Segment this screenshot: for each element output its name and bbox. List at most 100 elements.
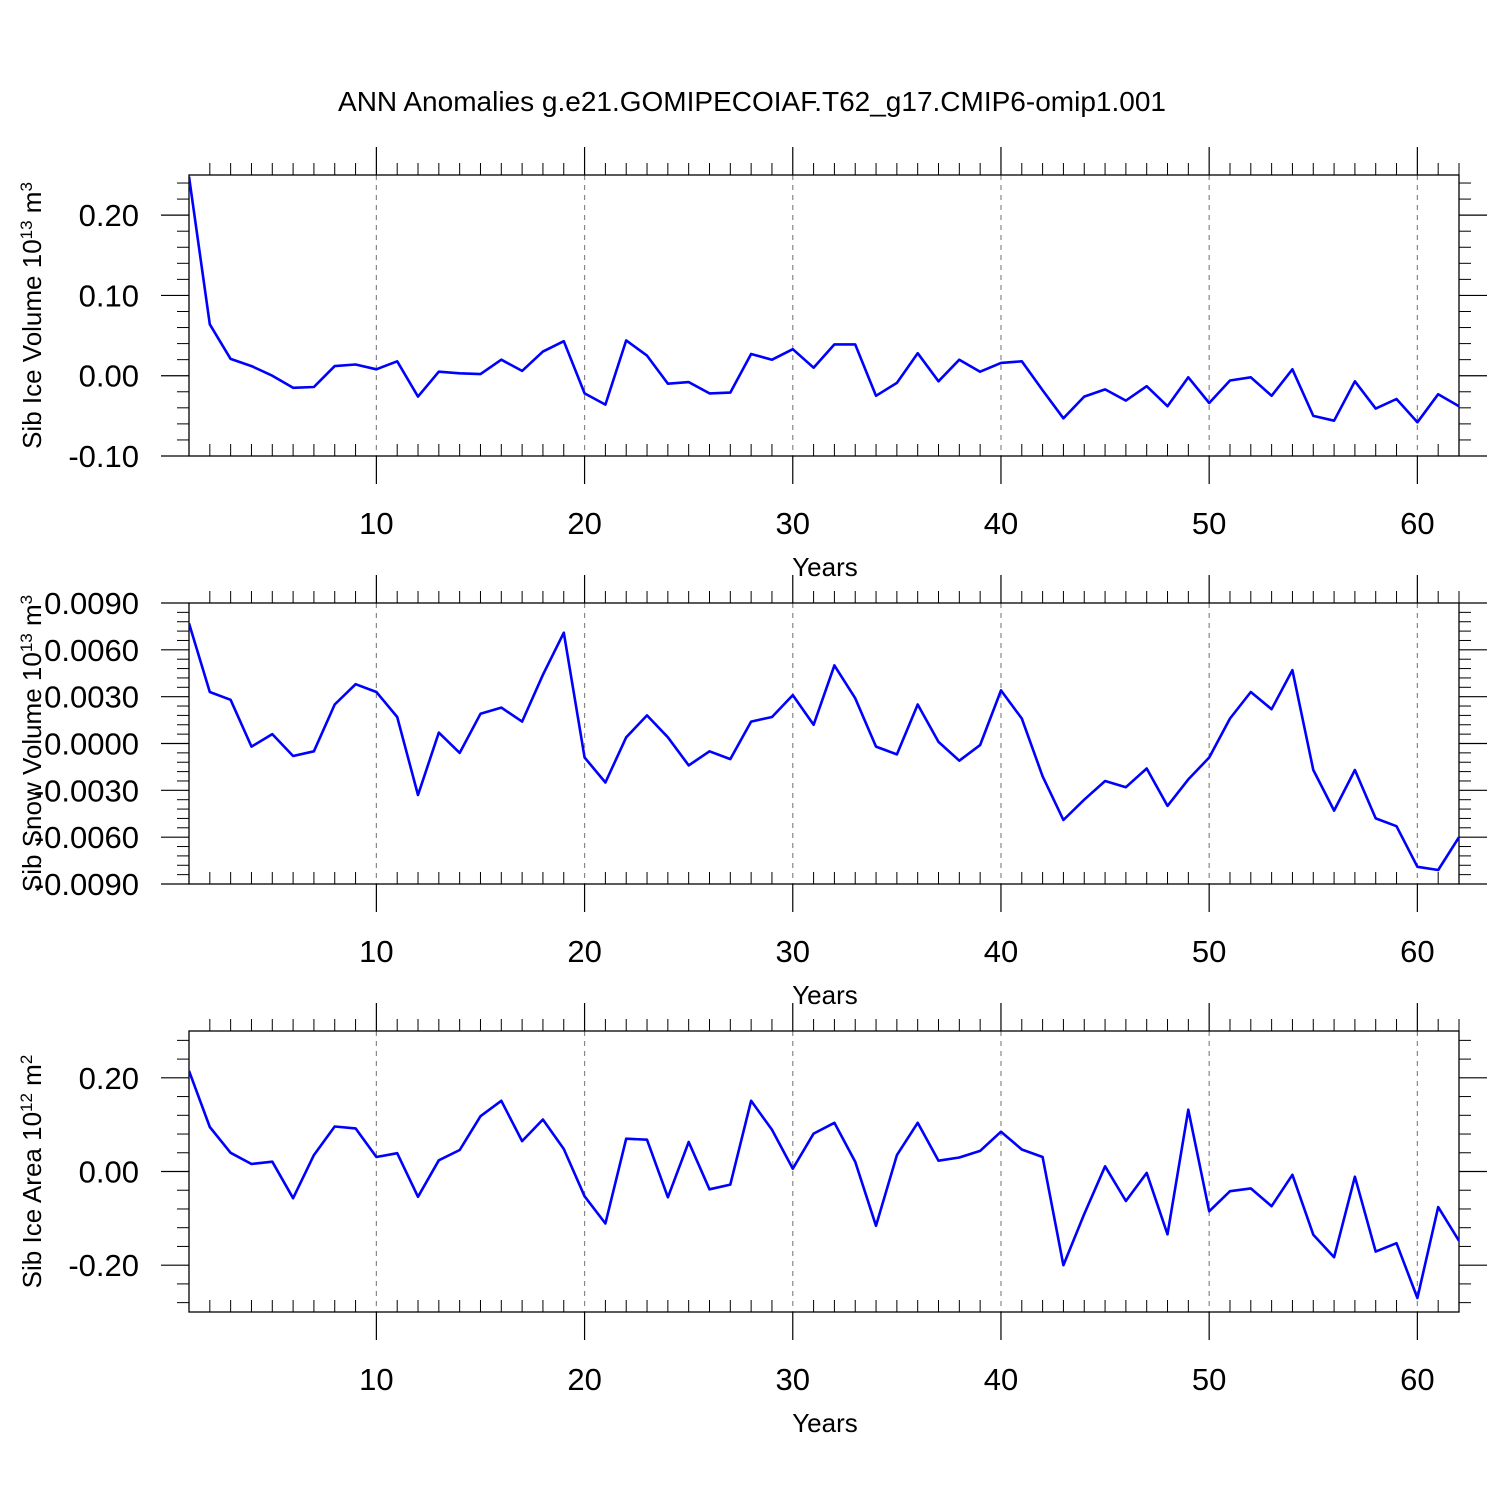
data-point: [874, 745, 878, 749]
data-point: [1395, 1241, 1399, 1245]
data-point: [916, 351, 920, 355]
y-tick-label--0.20: -0.20: [68, 1248, 139, 1283]
data-point: [1374, 1250, 1378, 1254]
data-point: [895, 752, 899, 756]
data-point: [645, 1138, 649, 1142]
data-point: [374, 1155, 378, 1159]
data-point: [354, 362, 358, 366]
data-point: [1186, 375, 1190, 379]
data-point: [208, 690, 212, 694]
data-point: [520, 369, 524, 373]
data-point: [1103, 779, 1107, 783]
data-point: [1374, 407, 1378, 411]
data-point: [978, 370, 982, 374]
data-point: [1415, 1296, 1419, 1300]
data-point: [1353, 1175, 1357, 1179]
data-point: [895, 381, 899, 385]
data-point: [957, 759, 961, 763]
x-tick-label-50: 50: [1192, 934, 1226, 969]
data-point: [999, 1130, 1003, 1134]
data-point: [374, 367, 378, 371]
data-point: [374, 690, 378, 694]
data-point: [728, 1183, 732, 1187]
data-point: [312, 1153, 316, 1157]
plot-frame: [188, 602, 1460, 885]
data-point: [229, 698, 233, 702]
x-axis-title: Years: [792, 552, 858, 582]
y-tick-label--0.0090: -0.0090: [34, 867, 139, 902]
data-point: [187, 1069, 191, 1073]
data-point: [1457, 835, 1461, 839]
data-point: [1436, 1205, 1440, 1209]
data-point: [291, 754, 295, 758]
data-point: [229, 1151, 233, 1155]
data-point: [354, 1126, 358, 1130]
data-point: [520, 720, 524, 724]
data-point: [728, 757, 732, 761]
data-point: [687, 1140, 691, 1144]
data-point: [916, 1121, 920, 1125]
data-point: [562, 631, 566, 635]
data-point: [458, 751, 462, 755]
data-point: [1020, 717, 1024, 721]
data-point: [1436, 392, 1440, 396]
data-point: [1374, 816, 1378, 820]
data-point: [1061, 818, 1065, 822]
data-point: [458, 371, 462, 375]
data-point: [1207, 1209, 1211, 1213]
data-point: [707, 749, 711, 753]
data-point: [1332, 419, 1336, 423]
data-point: [1186, 1108, 1190, 1112]
x-tick-label-20: 20: [567, 506, 601, 541]
data-point: [583, 1194, 587, 1198]
data-point: [874, 394, 878, 398]
data-point: [270, 732, 274, 736]
data-point: [1166, 804, 1170, 808]
y-tick-label-0.0090: 0.0090: [44, 586, 139, 621]
data-point: [1415, 420, 1419, 424]
data-point: [999, 688, 1003, 692]
data-point: [812, 1132, 816, 1136]
data-point: [770, 715, 774, 719]
data-point: [478, 372, 482, 376]
data-point: [1082, 395, 1086, 399]
y-tick-label-0.0060: 0.0060: [44, 633, 139, 668]
data-point: [603, 781, 607, 785]
data-point: [416, 793, 420, 797]
data-point: [895, 1153, 899, 1157]
data-point: [1290, 668, 1294, 672]
plot-frame: [188, 1030, 1460, 1313]
data-point: [770, 1128, 774, 1132]
y-axis-title-sup: 2: [17, 1055, 36, 1064]
data-point: [229, 357, 233, 361]
y-axis-title: Sib Ice Volume 1013 m3: [17, 182, 47, 449]
data-point: [1228, 717, 1232, 721]
y-axis-title-sup: 12: [17, 1093, 36, 1112]
data-point: [1145, 1171, 1149, 1175]
data-point: [1186, 777, 1190, 781]
x-tick-label-40: 40: [984, 1362, 1018, 1397]
data-point: [1103, 387, 1107, 391]
data-point: [1061, 1263, 1065, 1267]
data-point: [687, 763, 691, 767]
data-point: [937, 1159, 941, 1163]
y-axis-title-sup: 3: [17, 182, 36, 191]
x-tick-label-40: 40: [984, 934, 1018, 969]
data-point: [624, 735, 628, 739]
data-point: [1249, 1186, 1253, 1190]
data-point: [1332, 1255, 1336, 1259]
x-axis-title: Years: [792, 980, 858, 1010]
data-point: [791, 1167, 795, 1171]
data-point: [1332, 809, 1336, 813]
data-point: [749, 352, 753, 356]
panel-3: 10 20 30 40 50 60 -0.20 0.00 0.20 Years Sib Ice Ar…: [17, 1003, 1487, 1438]
data-point: [312, 385, 316, 389]
data-point: [1061, 416, 1065, 420]
x-tick-label-20: 20: [567, 934, 601, 969]
y-tick-label-0.10: 0.10: [79, 278, 139, 313]
data-point: [1270, 1204, 1274, 1208]
data-point: [624, 338, 628, 342]
data-point: [853, 696, 857, 700]
data-point: [249, 1162, 253, 1166]
